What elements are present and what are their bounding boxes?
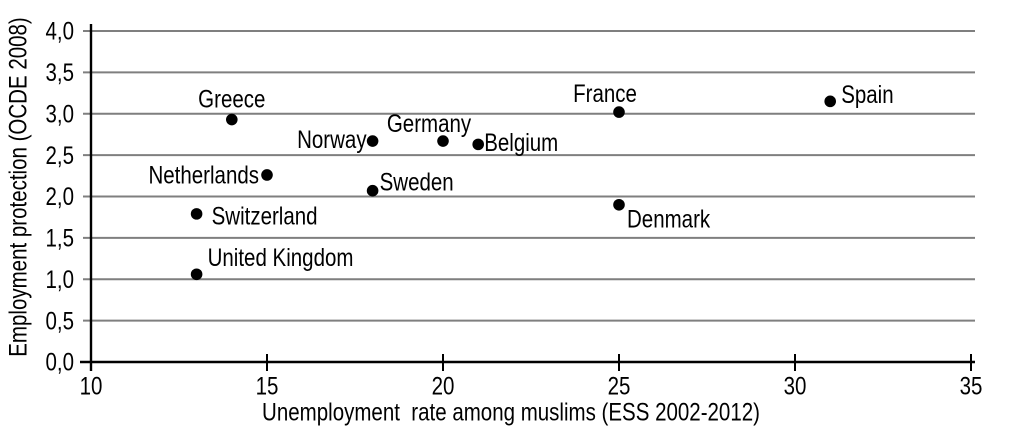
point-label-switzerland: Switzerland <box>212 202 318 230</box>
x-tick-label-15: 15 <box>256 372 279 400</box>
data-point-netherlands <box>261 169 273 181</box>
point-label-united-kingdom: United Kingdom <box>208 243 354 271</box>
point-label-netherlands: Netherlands <box>148 161 259 189</box>
y-tick-label-1-0: 1,0 <box>46 265 74 293</box>
data-point-norway <box>366 135 379 147</box>
y-tick-label-2-0: 2,0 <box>46 182 74 210</box>
point-label-belgium: Belgium <box>484 128 558 156</box>
point-label-spain: Spain <box>841 80 893 108</box>
x-tick-label-35: 35 <box>960 372 983 400</box>
data-point-spain <box>824 95 836 108</box>
x-tick-label-25: 25 <box>608 372 631 400</box>
x-tick-label-10: 10 <box>80 372 103 400</box>
point-label-denmark: Denmark <box>627 205 711 233</box>
y-tick-label-4-0: 4,0 <box>46 17 74 45</box>
y-tick-label-0-5: 0,5 <box>46 306 74 334</box>
x-tick-label-30: 30 <box>784 372 807 400</box>
data-point-belgium <box>472 138 485 151</box>
data-point-sweden <box>366 184 379 197</box>
y-axis-title: Employment protection (OCDE 2008) <box>4 17 32 357</box>
x-tick-label-20: 20 <box>432 372 455 400</box>
point-label-france: France <box>573 79 637 107</box>
y-tick-label-0-0: 0,0 <box>46 348 74 376</box>
data-point-denmark <box>613 198 625 211</box>
point-label-germany: Germany <box>387 109 472 137</box>
y-tick-label-3-5: 3,5 <box>46 58 74 86</box>
y-tick-label-2-5: 2,5 <box>46 141 74 169</box>
data-point-france <box>613 106 625 118</box>
data-point-greece <box>226 113 238 126</box>
x-axis-title: Unemployment rate among muslims (ESS 200… <box>262 398 760 426</box>
y-tick-label-1-5: 1,5 <box>46 224 74 252</box>
point-label-greece: Greece <box>198 84 265 112</box>
data-point-switzerland <box>190 208 203 220</box>
data-point-germany <box>437 135 449 147</box>
data-point-united-kingdom <box>190 268 203 281</box>
y-tick-label-3-0: 3,0 <box>46 100 74 128</box>
point-label-sweden: Sweden <box>380 167 454 195</box>
point-label-norway: Norway <box>297 125 367 153</box>
